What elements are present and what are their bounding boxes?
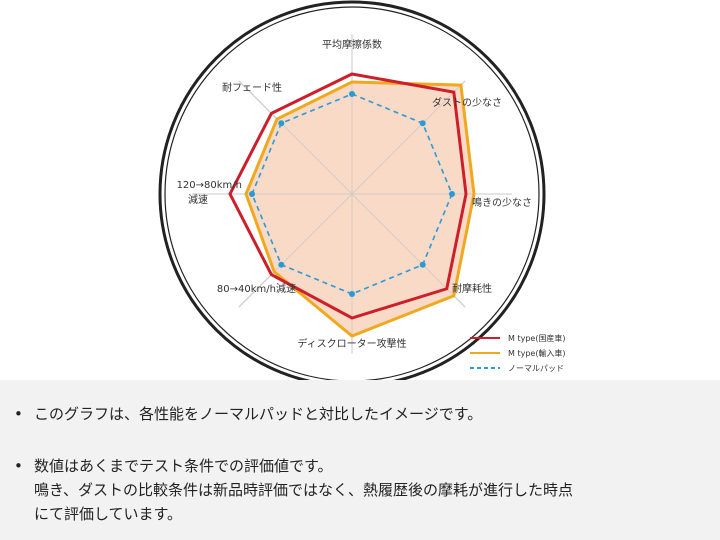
data-point xyxy=(249,191,255,197)
axis-label: 平均摩擦係数 xyxy=(322,38,382,51)
axis-label: 鳴きの少なさ xyxy=(472,196,532,209)
axis-label: 耐摩耗性 xyxy=(452,282,492,295)
legend-label: M type(輸入車) xyxy=(508,348,566,358)
data-point xyxy=(349,291,355,297)
series-line xyxy=(228,72,468,320)
bullet: • xyxy=(14,457,23,475)
note-item: • 数値はあくまでテスト条件での評価値です。 鳴き、ダストの比較条件は新品時評価… xyxy=(14,454,573,526)
axis-label: 減速 xyxy=(188,193,208,206)
data-point xyxy=(449,191,455,197)
legend-label: M type(国産車) xyxy=(508,333,566,343)
note-text: このグラフは、各性能をノーマルパッドと対比したイメージです。 xyxy=(34,405,483,423)
series-line xyxy=(244,80,476,338)
data-point xyxy=(419,261,426,268)
axis-label: 120→80km/h xyxy=(177,180,242,191)
axis-label: 80→40km/h減速 xyxy=(217,282,296,295)
inner-ring xyxy=(164,6,540,380)
data-point xyxy=(419,120,426,127)
data-point xyxy=(278,261,285,268)
notes-panel: • このグラフは、各性能をノーマルパッドと対比したイメージです。 • 数値はあく… xyxy=(0,380,720,540)
note-item: • このグラフは、各性能をノーマルパッドと対比したイメージです。 xyxy=(14,402,482,426)
outer-ring xyxy=(158,0,546,380)
area-fill xyxy=(246,82,474,336)
axis-line-overlay xyxy=(238,80,353,195)
data-point xyxy=(278,120,285,127)
data-point xyxy=(349,91,355,97)
bullet: • xyxy=(14,405,23,423)
axis-label: ディスクローター攻撃性 xyxy=(297,337,406,350)
axis-line-overlay xyxy=(238,193,353,308)
note-text: 数値はあくまでテスト条件での評価値です。 鳴き、ダストの比較条件は新品時評価では… xyxy=(34,457,573,523)
axis-line-overlay xyxy=(351,80,466,195)
axis-label: ダストの少なさ xyxy=(432,96,502,109)
legend-label: ノーマルパッド xyxy=(508,364,564,373)
axis-label: 耐フェード性 xyxy=(222,81,282,94)
